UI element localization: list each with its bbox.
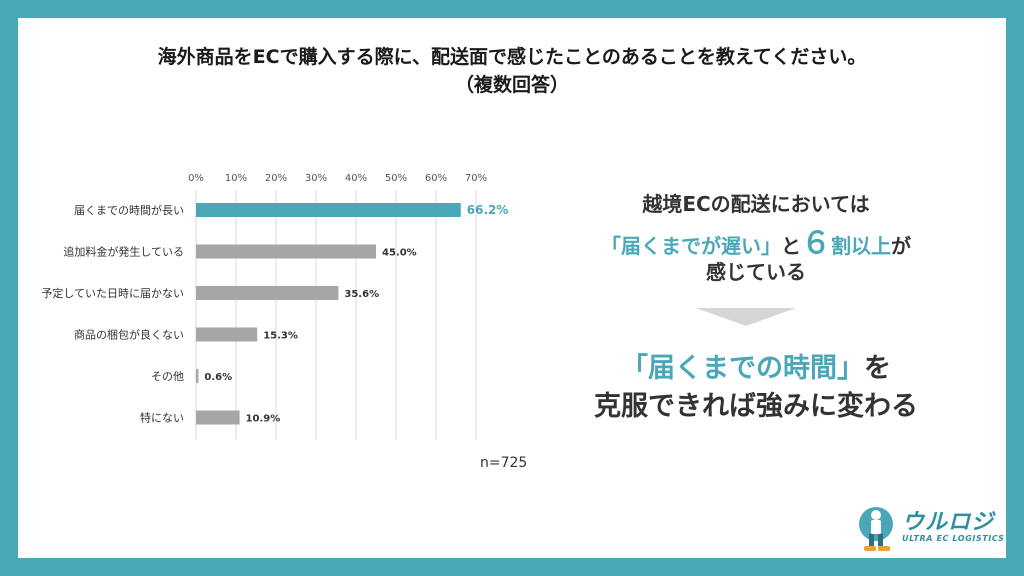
bar — [196, 327, 258, 342]
sample-size-note: n=725 — [480, 455, 528, 471]
category-label: 特にない — [140, 411, 184, 425]
category-label: 追加料金が発生している — [63, 245, 184, 259]
summary-line-2: 「届くまでが遅い」と６割以上が — [566, 218, 946, 262]
conclusion-highlight: 「届くまでの時間」 — [621, 353, 864, 384]
mascot-icon — [859, 507, 893, 551]
bar — [196, 244, 376, 259]
summary-highlight-late: 「届くまでが遅い」 — [601, 234, 781, 258]
data-label: 66.2% — [467, 203, 509, 217]
category-label: 商品の梱包が良くない — [74, 328, 184, 342]
bar — [196, 369, 199, 383]
data-label: 15.3% — [263, 331, 298, 342]
x-tick-label: 40% — [345, 173, 367, 184]
data-label: 0.6% — [204, 372, 232, 383]
data-label: 45.0% — [382, 248, 417, 259]
data-label: 35.6% — [344, 289, 379, 300]
summary-six: ６ — [801, 226, 831, 261]
summary-line-3: 感じている — [706, 260, 806, 284]
down-triangle-icon — [696, 308, 796, 326]
x-tick-label: 60% — [425, 173, 447, 184]
bar — [196, 286, 339, 300]
category-label: その他 — [151, 370, 184, 383]
page-subtitle: （複数回答） — [454, 74, 569, 96]
bar — [196, 410, 240, 425]
conclusion-wo: を — [864, 353, 891, 384]
bar-chart: 0% 10% 20% 30% 40% 50% 60% 70% 届くまでの時間が長い 66.2% 追加… — [41, 173, 509, 440]
x-tick-label: 50% — [385, 173, 407, 184]
conclusion-line-1: 「届くまでの時間」を — [566, 346, 946, 385]
slide-card: 海外商品をECで購入する際に、配送面で感じたことのあることを教えてください。 （… — [18, 18, 1006, 558]
category-label: 予定していた日時に届かない — [41, 286, 184, 300]
page-title: 海外商品をECで購入する際に、配送面で感じたことのあることを教えてください。 — [157, 46, 867, 68]
brand-logo: ウルロジ ULTRA EC LOGISTICS — [854, 504, 1004, 552]
x-tick-label: 30% — [305, 173, 327, 184]
summary-line-1: 越境ECの配送においては — [642, 192, 870, 216]
data-label: 10.9% — [246, 414, 281, 425]
summary-ijou: 以上 — [851, 234, 891, 258]
logo-tagline: ULTRA EC LOGISTICS — [902, 534, 1005, 543]
summary-wari: 割 — [831, 234, 851, 258]
category-label: 届くまでの時間が長い — [74, 203, 184, 217]
x-tick-label: 20% — [265, 173, 287, 184]
x-tick-label: 70% — [465, 173, 487, 184]
bar — [196, 203, 461, 217]
summary-to: と — [781, 234, 801, 258]
x-tick-label: 0% — [188, 173, 204, 184]
summary-ga: が — [891, 234, 911, 258]
conclusion-line-2: 克服できれば強みに変わる — [594, 391, 918, 422]
x-tick-label: 10% — [225, 173, 247, 184]
logo-name: ウルロジ — [902, 510, 995, 535]
